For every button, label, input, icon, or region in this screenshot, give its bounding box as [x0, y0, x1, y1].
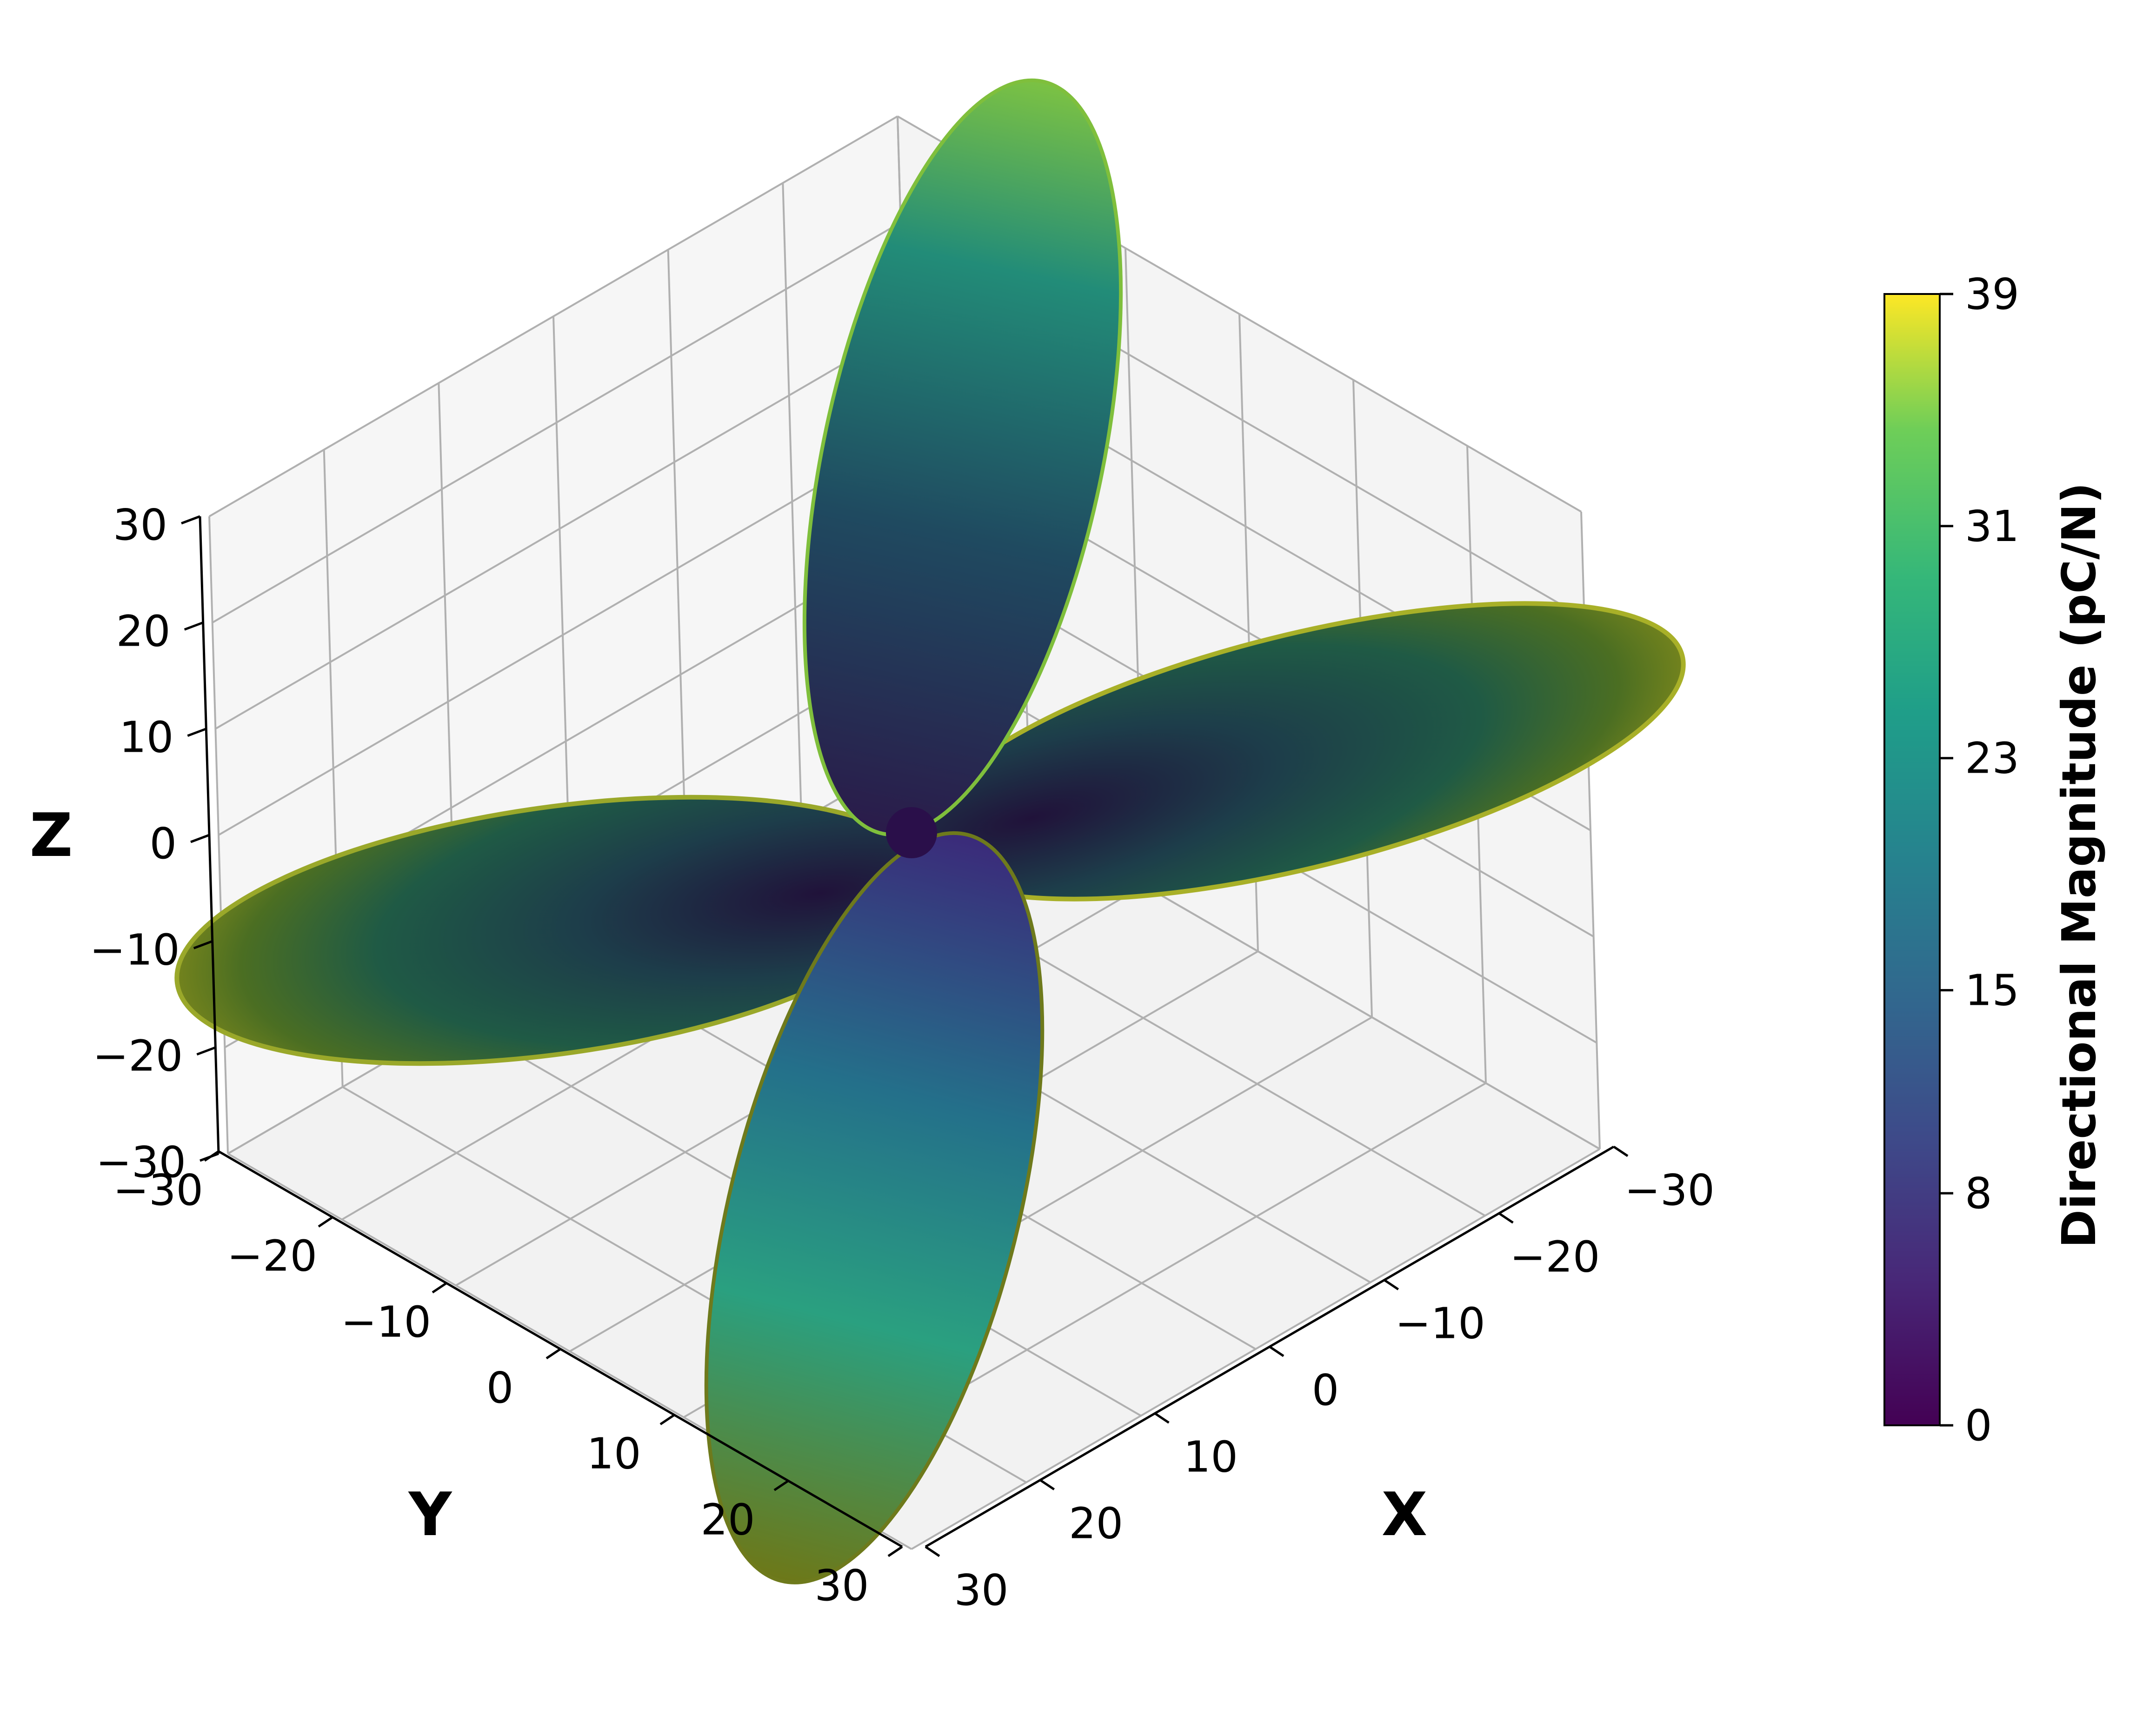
grid-line — [208, 516, 229, 1154]
y-tick-label: 30 — [814, 1561, 869, 1610]
colorbar-title: Directional Magnitude (pC/N) — [2052, 482, 2106, 1248]
x-tick-label: 30 — [954, 1565, 1008, 1615]
z-tick-label: 30 — [113, 500, 167, 550]
grid-line — [911, 1148, 1601, 1550]
z-tick — [181, 515, 200, 525]
y-axis-title: Y — [408, 1480, 452, 1550]
x-tick-label: −10 — [1395, 1299, 1485, 1349]
colorbar-tick-label: 15 — [1965, 966, 2019, 1016]
x-tick — [1269, 1345, 1284, 1357]
z-tick-label: −30 — [96, 1137, 186, 1187]
x-tick — [1384, 1279, 1399, 1290]
colorbar-tick-label: 39 — [1965, 269, 2019, 319]
y-tick-label: −10 — [341, 1297, 431, 1347]
x-tick-label: 0 — [1312, 1365, 1339, 1415]
z-tick-label: −10 — [90, 925, 180, 975]
y-tick-label: 20 — [700, 1495, 755, 1544]
axes-group: −30−30−30−20−20−20−10−10−100001010102020… — [90, 500, 1715, 1615]
z-tick-label: 0 — [149, 819, 177, 869]
colorbar-gradient — [1883, 293, 1941, 1426]
y-tick — [432, 1282, 447, 1294]
colorbar-ticks: 0 8 15 23 31 39 — [1940, 269, 2019, 1450]
colorbar-tick-label: 0 — [1965, 1401, 1992, 1450]
grid-line — [208, 115, 898, 517]
z-tick-label: 20 — [116, 606, 171, 656]
x-axis-title: X — [1382, 1480, 1428, 1550]
colorbar: 0 8 15 23 31 39 Directional Magnitude (pC/N) — [1883, 269, 2106, 1450]
z-tick — [196, 1046, 216, 1056]
z-tick — [190, 834, 210, 843]
x-tick-label: 10 — [1184, 1432, 1238, 1482]
surface-centre — [886, 807, 937, 858]
y-tick — [773, 1480, 789, 1491]
y-tick — [318, 1216, 333, 1228]
x-tick — [925, 1545, 940, 1557]
colorbar-tick-label: 8 — [1965, 1169, 1992, 1218]
x-tick-label: 20 — [1069, 1499, 1123, 1549]
x-tick — [1039, 1479, 1055, 1490]
x-tick — [1154, 1412, 1170, 1424]
y-tick — [659, 1414, 675, 1425]
y-tick-label: −20 — [227, 1231, 317, 1281]
z-tick — [200, 1152, 219, 1162]
x-tick — [1498, 1212, 1514, 1224]
x-tick-label: −20 — [1510, 1232, 1600, 1282]
z-tick-label: −20 — [93, 1031, 183, 1081]
lobe-plus-z — [802, 78, 1123, 837]
y-tick — [546, 1348, 561, 1360]
grid-line — [212, 221, 901, 624]
z-axis-title: Z — [30, 801, 73, 870]
lobe-minus-z — [704, 831, 1045, 1584]
y-tick — [887, 1545, 903, 1557]
y-tick-label: 0 — [486, 1363, 514, 1413]
colorbar-tick-label: 31 — [1965, 501, 2019, 551]
x-tick — [1613, 1145, 1629, 1157]
colorbar-tick-label: 23 — [1965, 734, 2019, 783]
y-tick-label: −30 — [113, 1165, 203, 1215]
surface-plot — [174, 78, 1686, 1584]
x-tick-label: −30 — [1624, 1165, 1715, 1215]
z-tick — [184, 621, 204, 631]
z-tick — [187, 728, 207, 737]
z-tick — [193, 940, 213, 949]
z-tick-label: 10 — [119, 713, 173, 762]
y-tick-label: 10 — [586, 1429, 641, 1479]
